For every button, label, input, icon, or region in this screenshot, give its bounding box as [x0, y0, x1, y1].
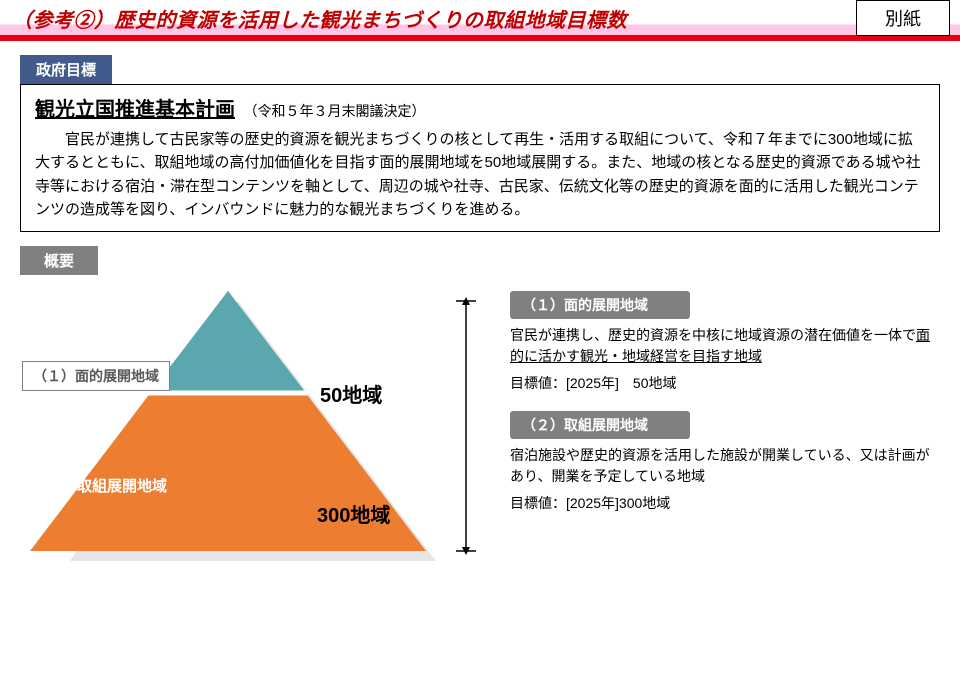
page-title: （参考②）歴史的資源を活用した観光まちづくりの取組地域目標数	[12, 10, 627, 32]
count-50: 50地域	[320, 379, 382, 408]
section-1-head: （１）面的展開地域	[510, 291, 690, 319]
section-2-text: 宿泊施設や歴史的資源を活用した施設が開業している、又は計画があり、開業を予定して…	[510, 445, 940, 487]
gov-target-tag: 政府目標	[20, 55, 112, 84]
count-300: 300地域	[317, 499, 390, 528]
gov-target-box: 観光立国推進基本計画 （令和５年３月末閣議決定） 官民が連携して古民家等の歴史的…	[20, 84, 940, 232]
content: 政府目標 観光立国推進基本計画 （令和５年３月末閣議決定） 官民が連携して古民家…	[0, 41, 960, 583]
plan-body: 官民が連携して古民家等の歴史的資源を観光まちづくりの核として再生・活用する取組に…	[35, 128, 925, 221]
pyramid-chart	[20, 283, 445, 573]
pyramid-area: （１）面的展開地域 （２）取組展開地域 50地域 300地域	[20, 283, 500, 583]
bracket-icon	[446, 293, 486, 563]
section-1-text-pre: 官民が連携し、歴史的資源を中核に地域資源の潜在価値を一体で	[510, 327, 916, 343]
pyramid-label-1: （１）面的展開地域	[22, 361, 170, 391]
annex-badge: 別紙	[856, 0, 950, 36]
pyramid-label-2: （２）取組展開地域	[22, 471, 177, 500]
header-bar: （参考②）歴史的資源を活用した観光まちづくりの取組地域目標数 別紙	[0, 0, 960, 35]
section-1-target: 目標値：[2025年] 50地域	[510, 373, 940, 393]
overview-tag: 概要	[20, 246, 98, 275]
lower-section: （１）面的展開地域 （２）取組展開地域 50地域 300地域 （１）面的展開地域…	[20, 283, 940, 583]
section-2-head: （２）取組展開地域	[510, 411, 690, 439]
definitions: （１）面的展開地域 官民が連携し、歴史的資源を中核に地域資源の潜在価値を一体で面…	[500, 283, 940, 583]
section-2-target: 目標値：[2025年]300地域	[510, 493, 940, 513]
plan-title: 観光立国推進基本計画	[35, 99, 235, 121]
section-1-text: 官民が連携し、歴史的資源を中核に地域資源の潜在価値を一体で面的に活かす観光・地域…	[510, 325, 940, 367]
plan-subtitle: （令和５年３月末閣議決定）	[243, 103, 425, 119]
